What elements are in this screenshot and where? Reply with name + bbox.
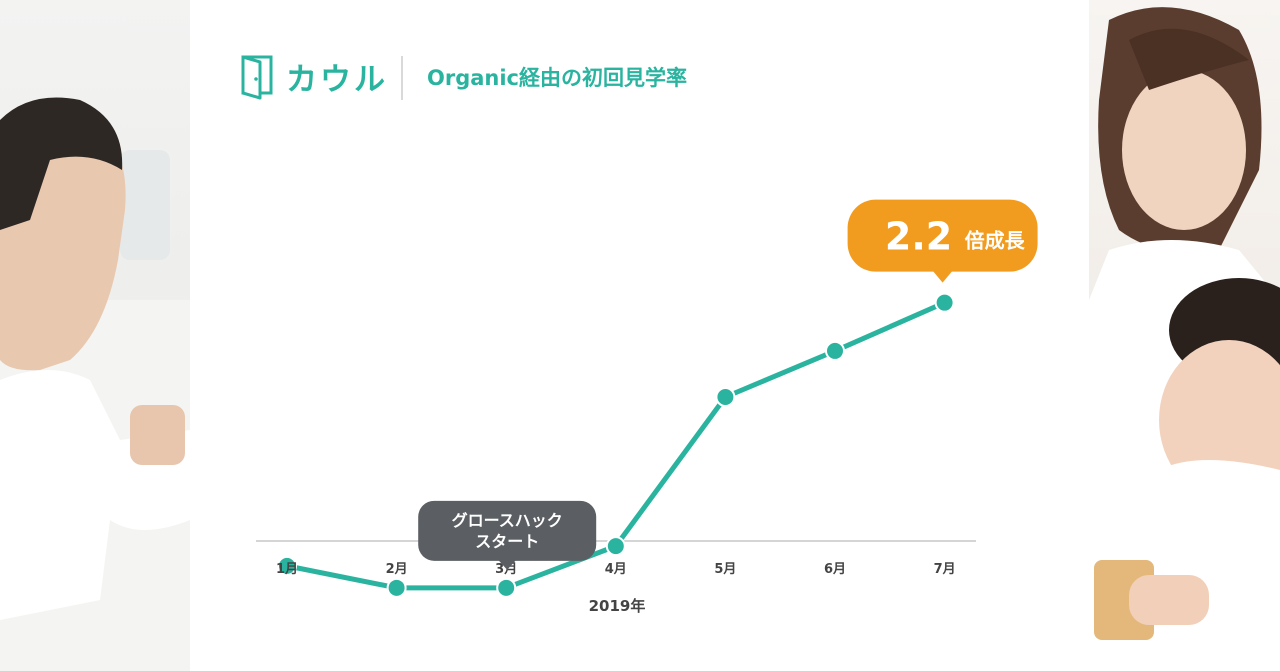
callout-text-line: グロースハック [452, 511, 563, 530]
door-logo-icon [241, 55, 273, 100]
data-point-1 [277, 555, 297, 576]
brand-name: カウル [286, 62, 388, 98]
chart-title: Organic経由の初回見学率 [427, 66, 688, 90]
highlight-pointer [932, 270, 953, 283]
left-photo [0, 0, 190, 671]
right-photo [1089, 0, 1280, 671]
x-tick-label: 4月 [605, 562, 627, 577]
x-tick-label: 3月 [495, 562, 517, 577]
highlight-value: 2.2 [885, 215, 952, 259]
data-point-7 [934, 292, 955, 313]
mother-and-child-photo [1089, 7, 1280, 671]
x-tick-label: 2月 [386, 562, 408, 577]
highlight-bubble [847, 199, 1038, 272]
highlight-suffix: 倍成長 [965, 229, 1026, 253]
callout-pointer [498, 559, 517, 570]
x-tick-label: 1月 [276, 562, 298, 577]
data-point-4 [605, 536, 626, 557]
data-point-6 [825, 340, 845, 361]
x-axis-label: 2019年 [589, 597, 646, 615]
header-divider [401, 56, 403, 100]
data-point-3 [496, 577, 517, 598]
x-tick-label: 6月 [824, 562, 846, 577]
growth-multiplier-callout: 2.2 倍成長 [847, 199, 1038, 283]
x-tick-label: 5月 [714, 562, 736, 577]
x-tick-label: 7月 [934, 562, 956, 577]
man-with-mug-photo [0, 97, 190, 671]
callout-bubble [418, 500, 597, 561]
data-point-5 [715, 386, 736, 407]
callout-text-line: スタート [475, 532, 539, 551]
data-point-2 [386, 577, 407, 598]
chart-card: カウル Organic経由の初回見学率 1月 2月 3月 4月 5月 6月 7月 2019年… [190, 0, 1089, 671]
